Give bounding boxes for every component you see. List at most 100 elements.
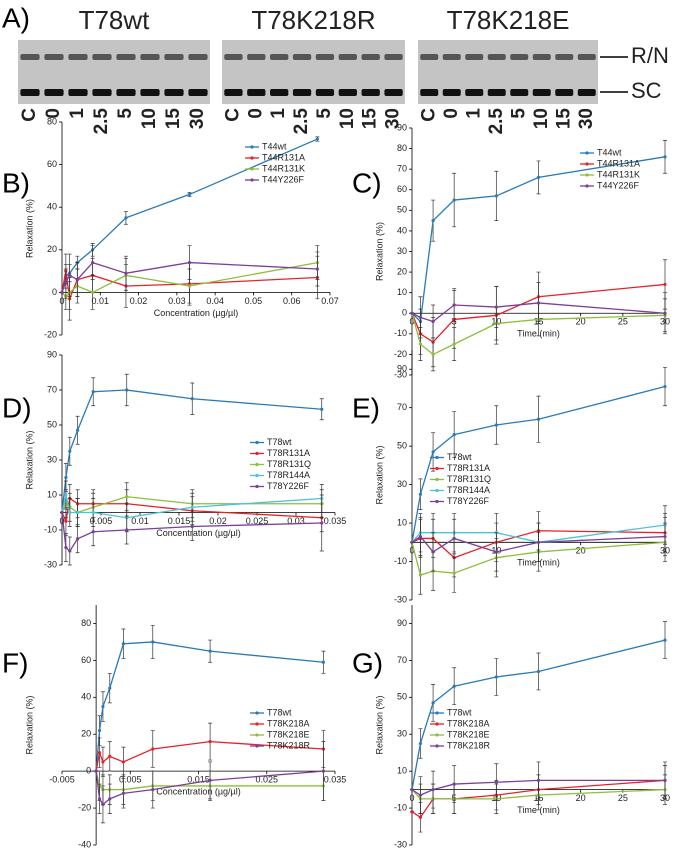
x-axis-label: Concentration (µg/µl) (156, 787, 240, 797)
series (410, 761, 667, 814)
y-tick-label: 90 (47, 349, 57, 359)
lane-label: 0 (441, 108, 462, 119)
legend-label: T44R131A (597, 158, 640, 168)
gel-band (292, 89, 312, 96)
x-tick-label: -0.005 (49, 775, 75, 785)
gel-band (577, 89, 596, 96)
data-point (91, 510, 95, 515)
panel-label: B) (2, 167, 30, 198)
data-point (187, 260, 192, 265)
data-point (410, 311, 414, 315)
y-tick-label: 60 (397, 184, 407, 194)
x-tick-label: 20 (576, 546, 586, 556)
y-tick-label: 20 (397, 266, 407, 276)
legend-label: T78K218R (267, 740, 311, 750)
gel-band (338, 89, 357, 96)
data-point (208, 778, 212, 782)
data-point (494, 194, 498, 198)
gel-band (487, 89, 506, 96)
y-tick-label: 40 (81, 692, 91, 702)
series (60, 245, 320, 300)
data-point (410, 540, 414, 544)
data-point (663, 384, 667, 389)
legend-marker (255, 484, 259, 489)
y-tick-label: 80 (397, 143, 407, 153)
gel-band (224, 54, 243, 60)
lane-label: 15 (553, 108, 574, 130)
lane-label: 2.5 (486, 108, 507, 135)
y-tick-label: 0 (86, 766, 91, 776)
legend-marker (255, 451, 259, 456)
lane-label: 1 (463, 108, 484, 119)
x-tick-label: 0.015 (187, 775, 210, 785)
legend-marker (255, 744, 259, 748)
data-point (97, 751, 102, 755)
data-point (418, 573, 423, 577)
data-point (494, 675, 498, 679)
gel-band (384, 89, 403, 96)
data-point (418, 492, 423, 496)
y-tick-label: 90 (397, 364, 407, 374)
panel-label: E) (352, 392, 380, 423)
series (94, 741, 326, 824)
gel-band (92, 54, 112, 60)
gel-band (510, 89, 529, 96)
data-point (452, 198, 456, 202)
x-tick-label: 0.025 (246, 516, 269, 526)
data-point (151, 747, 155, 751)
y-tick-label: -20 (78, 802, 91, 812)
panel-label: F) (2, 647, 28, 678)
gel-band (420, 54, 439, 60)
lane-label: 0 (245, 108, 266, 119)
gel-band (224, 89, 243, 96)
data-point (452, 782, 456, 786)
x-tick-label: 0.05 (245, 296, 263, 306)
data-point (452, 433, 456, 437)
lane-label: 15 (163, 108, 184, 130)
y-tick-label: 60 (47, 159, 57, 169)
legend-label: T44R131A (262, 152, 305, 162)
data-point (431, 352, 435, 357)
y-tick-label: 90 (397, 122, 407, 132)
y-tick-label: -30 (394, 594, 407, 604)
data-point (124, 271, 128, 275)
data-point (121, 760, 126, 764)
gel-band (68, 89, 88, 96)
data-point (76, 428, 80, 432)
lane-label: 10 (337, 108, 358, 129)
data-point (124, 216, 128, 220)
gel-title: T78wt (79, 5, 151, 35)
data-point (68, 510, 72, 515)
data-point (64, 475, 68, 480)
legend-label: T78R131Q (267, 459, 311, 469)
series (410, 516, 667, 572)
gel-band (384, 54, 403, 60)
data-point (68, 549, 72, 553)
series-line (95, 740, 324, 772)
gel-band (555, 54, 574, 60)
lane-label: C (222, 108, 243, 122)
legend-marker (250, 145, 254, 149)
y-tick-label: -30 (394, 369, 407, 379)
gel-band (442, 89, 461, 96)
legend-marker (255, 722, 259, 726)
data-point (321, 660, 325, 664)
gel-band (68, 54, 88, 60)
data-point (431, 450, 435, 454)
lane-label: 1 (268, 108, 289, 119)
legend-label: T78R144A (267, 470, 310, 480)
series (60, 373, 324, 515)
gel-band (92, 89, 112, 96)
y-tick-label: -10 (394, 328, 407, 338)
y-tick-label: -10 (394, 556, 407, 566)
data-point (125, 495, 129, 499)
gel-band (247, 89, 266, 96)
legend-label: T44wt (262, 141, 287, 151)
series (410, 366, 667, 544)
series (410, 282, 667, 339)
data-point (418, 741, 423, 746)
y-tick-label: 70 (397, 402, 407, 412)
legend-marker (585, 162, 589, 166)
panel-label: A) (2, 2, 30, 33)
